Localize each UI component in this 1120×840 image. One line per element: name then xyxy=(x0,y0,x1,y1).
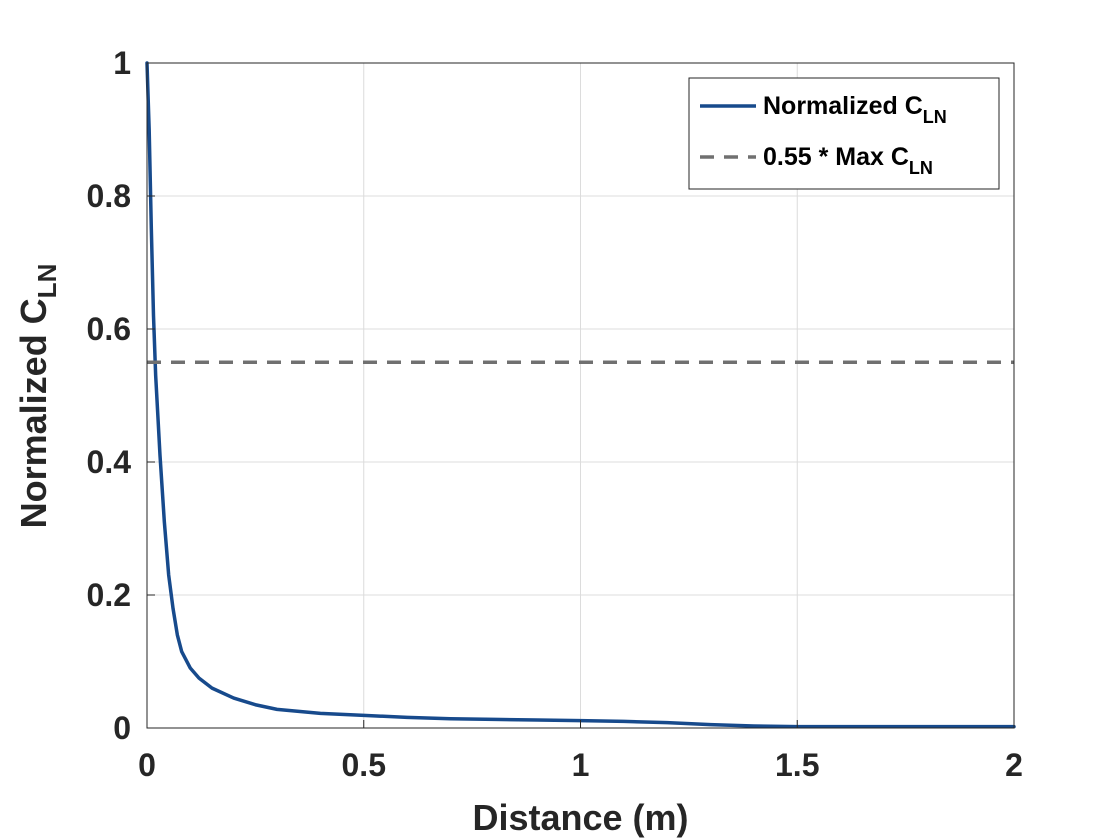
legend-label-normalized-sub: LN xyxy=(923,107,947,127)
x-tick-label: 1.5 xyxy=(775,747,819,783)
x-tick-label: 1 xyxy=(572,747,590,783)
legend-label-threshold-sub: LN xyxy=(909,158,933,178)
y-tick-label: 0.6 xyxy=(87,311,131,347)
y-axis-title-main: Normalized C xyxy=(13,298,54,528)
y-axis-title-sub: LN xyxy=(32,264,62,299)
x-tick-label: 2 xyxy=(1005,747,1023,783)
x-axis-title: Distance (m) xyxy=(472,797,688,838)
legend-label-normalized: Normalized CLN xyxy=(763,92,947,127)
series-layer xyxy=(145,61,1016,729)
legend-label-threshold-main: 0.55 * Max C xyxy=(763,143,909,171)
x-tick-label: 0 xyxy=(138,747,156,783)
legend: Normalized CLN 0.55 * Max CLN xyxy=(688,77,1000,190)
legend-label-normalized-main: Normalized C xyxy=(763,92,923,120)
series-line-normalized-cln xyxy=(145,61,1016,729)
legend-box xyxy=(688,77,1000,190)
y-tick-label: 1 xyxy=(113,45,131,81)
y-tick-label: 0.8 xyxy=(87,178,131,214)
x-tick-labels: 0 0.5 1 1.5 2 xyxy=(138,720,1023,783)
svg-text:Normalized CLN: Normalized CLN xyxy=(13,264,62,529)
y-axis-title: Normalized CLN xyxy=(13,264,62,529)
y-tick-label: 0.2 xyxy=(87,577,131,613)
y-tick-labels: 0 0.2 0.4 0.6 0.8 1 xyxy=(87,45,155,746)
y-tick-label: 0 xyxy=(113,710,131,746)
legend-label-threshold: 0.55 * Max CLN xyxy=(763,143,933,178)
x-tick-label: 0.5 xyxy=(342,747,386,783)
y-tick-label: 0.4 xyxy=(87,444,132,480)
